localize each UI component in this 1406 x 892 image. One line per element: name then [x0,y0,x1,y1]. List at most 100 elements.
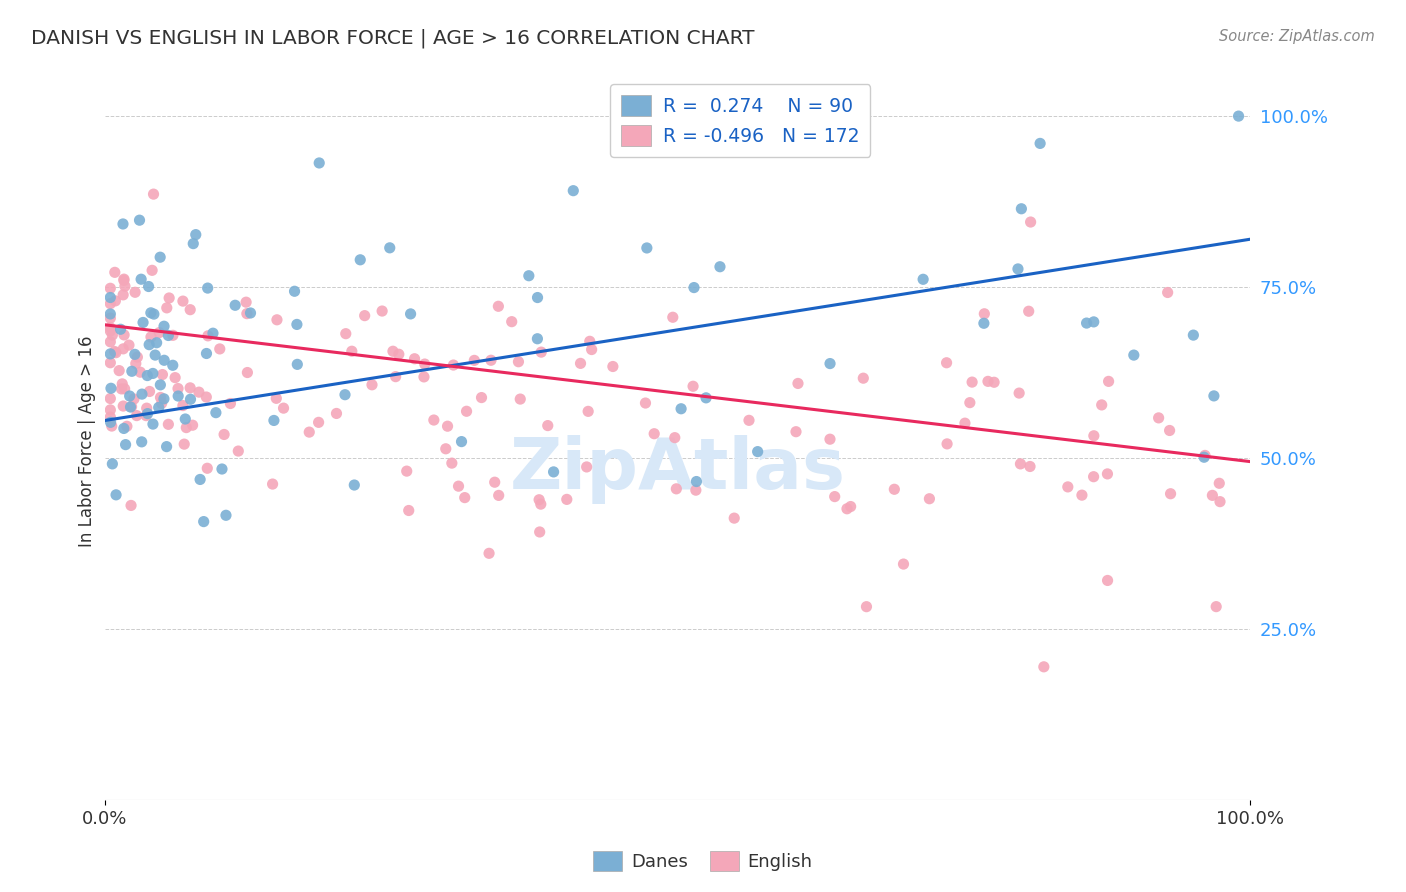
Point [1097,467,1119,481]
Point [184,227,207,242]
Point [1071,488,1094,502]
Point [125,409,148,423]
Point [157,291,180,305]
Point [747,444,769,458]
Point [340,344,363,359]
Point [98,281,121,295]
Point [1018,304,1040,318]
Point [953,416,976,430]
Point [1209,494,1232,508]
Point [101,457,124,471]
Point [484,475,506,490]
Point [208,342,231,356]
Point [195,461,218,475]
Point [399,307,422,321]
Text: Source: ZipAtlas.com: Source: ZipAtlas.com [1219,29,1375,44]
Point [636,241,658,255]
Point [98,356,121,370]
Point [973,307,995,321]
Point [384,369,406,384]
Point [100,381,122,395]
Point [852,371,875,385]
Point [682,379,704,393]
Point [1010,202,1032,216]
Point [508,355,530,369]
Point [818,432,841,446]
Point [441,358,464,372]
Point [285,318,308,332]
Point [149,391,172,405]
Point [1029,136,1052,151]
Point [172,399,194,413]
Point [283,285,305,299]
Point [104,344,127,359]
Point [104,265,127,279]
Point [121,400,143,414]
Point [167,382,190,396]
Point [188,473,211,487]
Point [1194,449,1216,463]
Point [569,356,592,370]
Point [454,491,477,505]
Point [121,364,143,378]
Point [912,272,935,286]
Point [562,184,585,198]
Point [136,368,159,383]
Point [478,546,501,560]
Point [738,413,761,427]
Point [152,368,174,382]
Point [138,337,160,351]
Point [530,497,553,511]
Point [148,401,170,415]
Point [112,272,135,286]
Point [960,375,983,389]
Point [98,334,121,349]
Point [273,401,295,416]
Point [1091,398,1114,412]
Point [149,250,172,264]
Point [197,328,219,343]
Point [436,419,458,434]
Point [388,347,411,361]
Point [839,500,862,514]
Point [141,263,163,277]
Point [195,390,218,404]
Point [173,437,195,451]
Point [211,462,233,476]
Point [179,381,201,395]
Point [1010,457,1032,471]
Point [138,279,160,293]
Point [785,425,807,439]
Text: ZipAtlas: ZipAtlas [509,435,845,504]
Point [98,347,121,361]
Point [118,338,141,352]
Point [120,400,142,414]
Legend: Danes, English: Danes, English [586,844,820,879]
Point [193,515,215,529]
Point [118,389,141,403]
Point [308,156,330,170]
Point [709,260,731,274]
Point [110,322,132,336]
Point [1156,285,1178,300]
Point [98,410,121,425]
Point [450,434,472,449]
Point [893,557,915,571]
Point [205,406,228,420]
Point [110,382,132,396]
Point [398,503,420,517]
Point [371,304,394,318]
Point [145,335,167,350]
Point [527,492,550,507]
Point [456,404,478,418]
Point [142,417,165,431]
Point [581,343,603,357]
Point [162,359,184,373]
Point [413,370,436,384]
Point [98,311,121,326]
Point [167,389,190,403]
Point [1076,316,1098,330]
Point [983,376,1005,390]
Point [104,293,127,308]
Point [787,376,810,391]
